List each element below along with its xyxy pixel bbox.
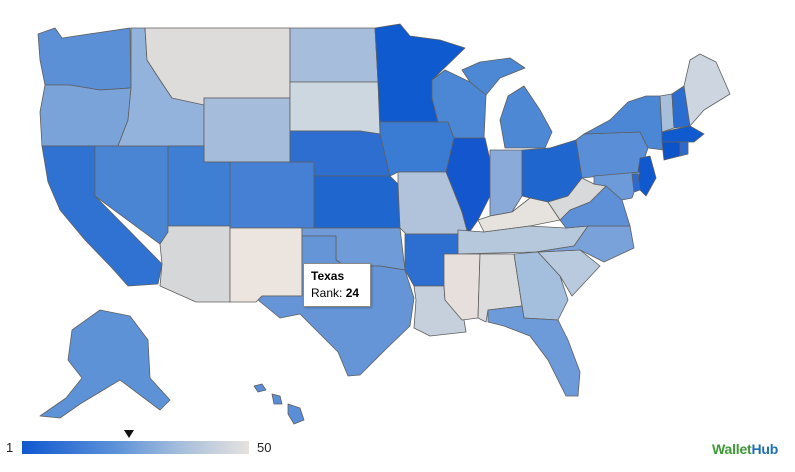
state-alaska[interactable] bbox=[39, 309, 171, 419]
state-south-dakota[interactable] bbox=[289, 81, 381, 135]
state-colorado[interactable] bbox=[229, 161, 315, 229]
state-hawaii-part-2[interactable] bbox=[271, 393, 283, 405]
tooltip-state-name: Texas bbox=[311, 269, 345, 283]
tooltip-rank-value: 24 bbox=[345, 286, 360, 300]
state-vermont[interactable] bbox=[659, 93, 675, 133]
legend-max-label: 50 bbox=[257, 440, 272, 455]
legend-marker-icon bbox=[123, 430, 134, 438]
state-north-carolina[interactable] bbox=[535, 225, 635, 263]
state-connecticut[interactable] bbox=[661, 141, 681, 161]
state-indiana[interactable] bbox=[489, 149, 523, 217]
state-michigan-part-2[interactable] bbox=[499, 85, 553, 149]
state-maryland[interactable] bbox=[593, 171, 641, 201]
state-pennsylvania[interactable] bbox=[575, 131, 649, 179]
state-hawaii[interactable] bbox=[253, 383, 267, 393]
state-florida[interactable] bbox=[487, 305, 581, 397]
state-maine[interactable] bbox=[683, 53, 731, 127]
state-rhode-island[interactable] bbox=[679, 141, 689, 157]
legend-min-label: 1 bbox=[6, 440, 14, 455]
state-washington[interactable] bbox=[37, 27, 132, 91]
state-wyoming[interactable] bbox=[203, 97, 291, 163]
color-legend: 1 50 bbox=[0, 430, 300, 460]
tooltip-rank-label: Rank: bbox=[311, 286, 343, 300]
state-kansas[interactable] bbox=[313, 175, 401, 229]
state-massachusetts[interactable] bbox=[661, 125, 705, 143]
logo-part-hub: Hub bbox=[751, 441, 779, 457]
state-oregon[interactable] bbox=[39, 84, 132, 147]
state-new-mexico[interactable] bbox=[229, 227, 303, 303]
state-tooltip: Texas Rank: 24 bbox=[303, 263, 371, 307]
state-michigan[interactable] bbox=[461, 57, 526, 96]
wallethub-logo: WalletHub bbox=[712, 441, 778, 457]
us-choropleth-map[interactable] bbox=[0, 0, 795, 430]
state-delaware[interactable] bbox=[631, 173, 641, 193]
state-north-dakota[interactable] bbox=[289, 27, 379, 83]
legend-gradient-bar bbox=[22, 441, 249, 454]
state-iowa[interactable] bbox=[379, 121, 455, 177]
state-arizona[interactable] bbox=[159, 225, 231, 303]
state-hawaii-part-3[interactable] bbox=[287, 403, 305, 425]
logo-part-wallet: Wallet bbox=[712, 441, 752, 457]
